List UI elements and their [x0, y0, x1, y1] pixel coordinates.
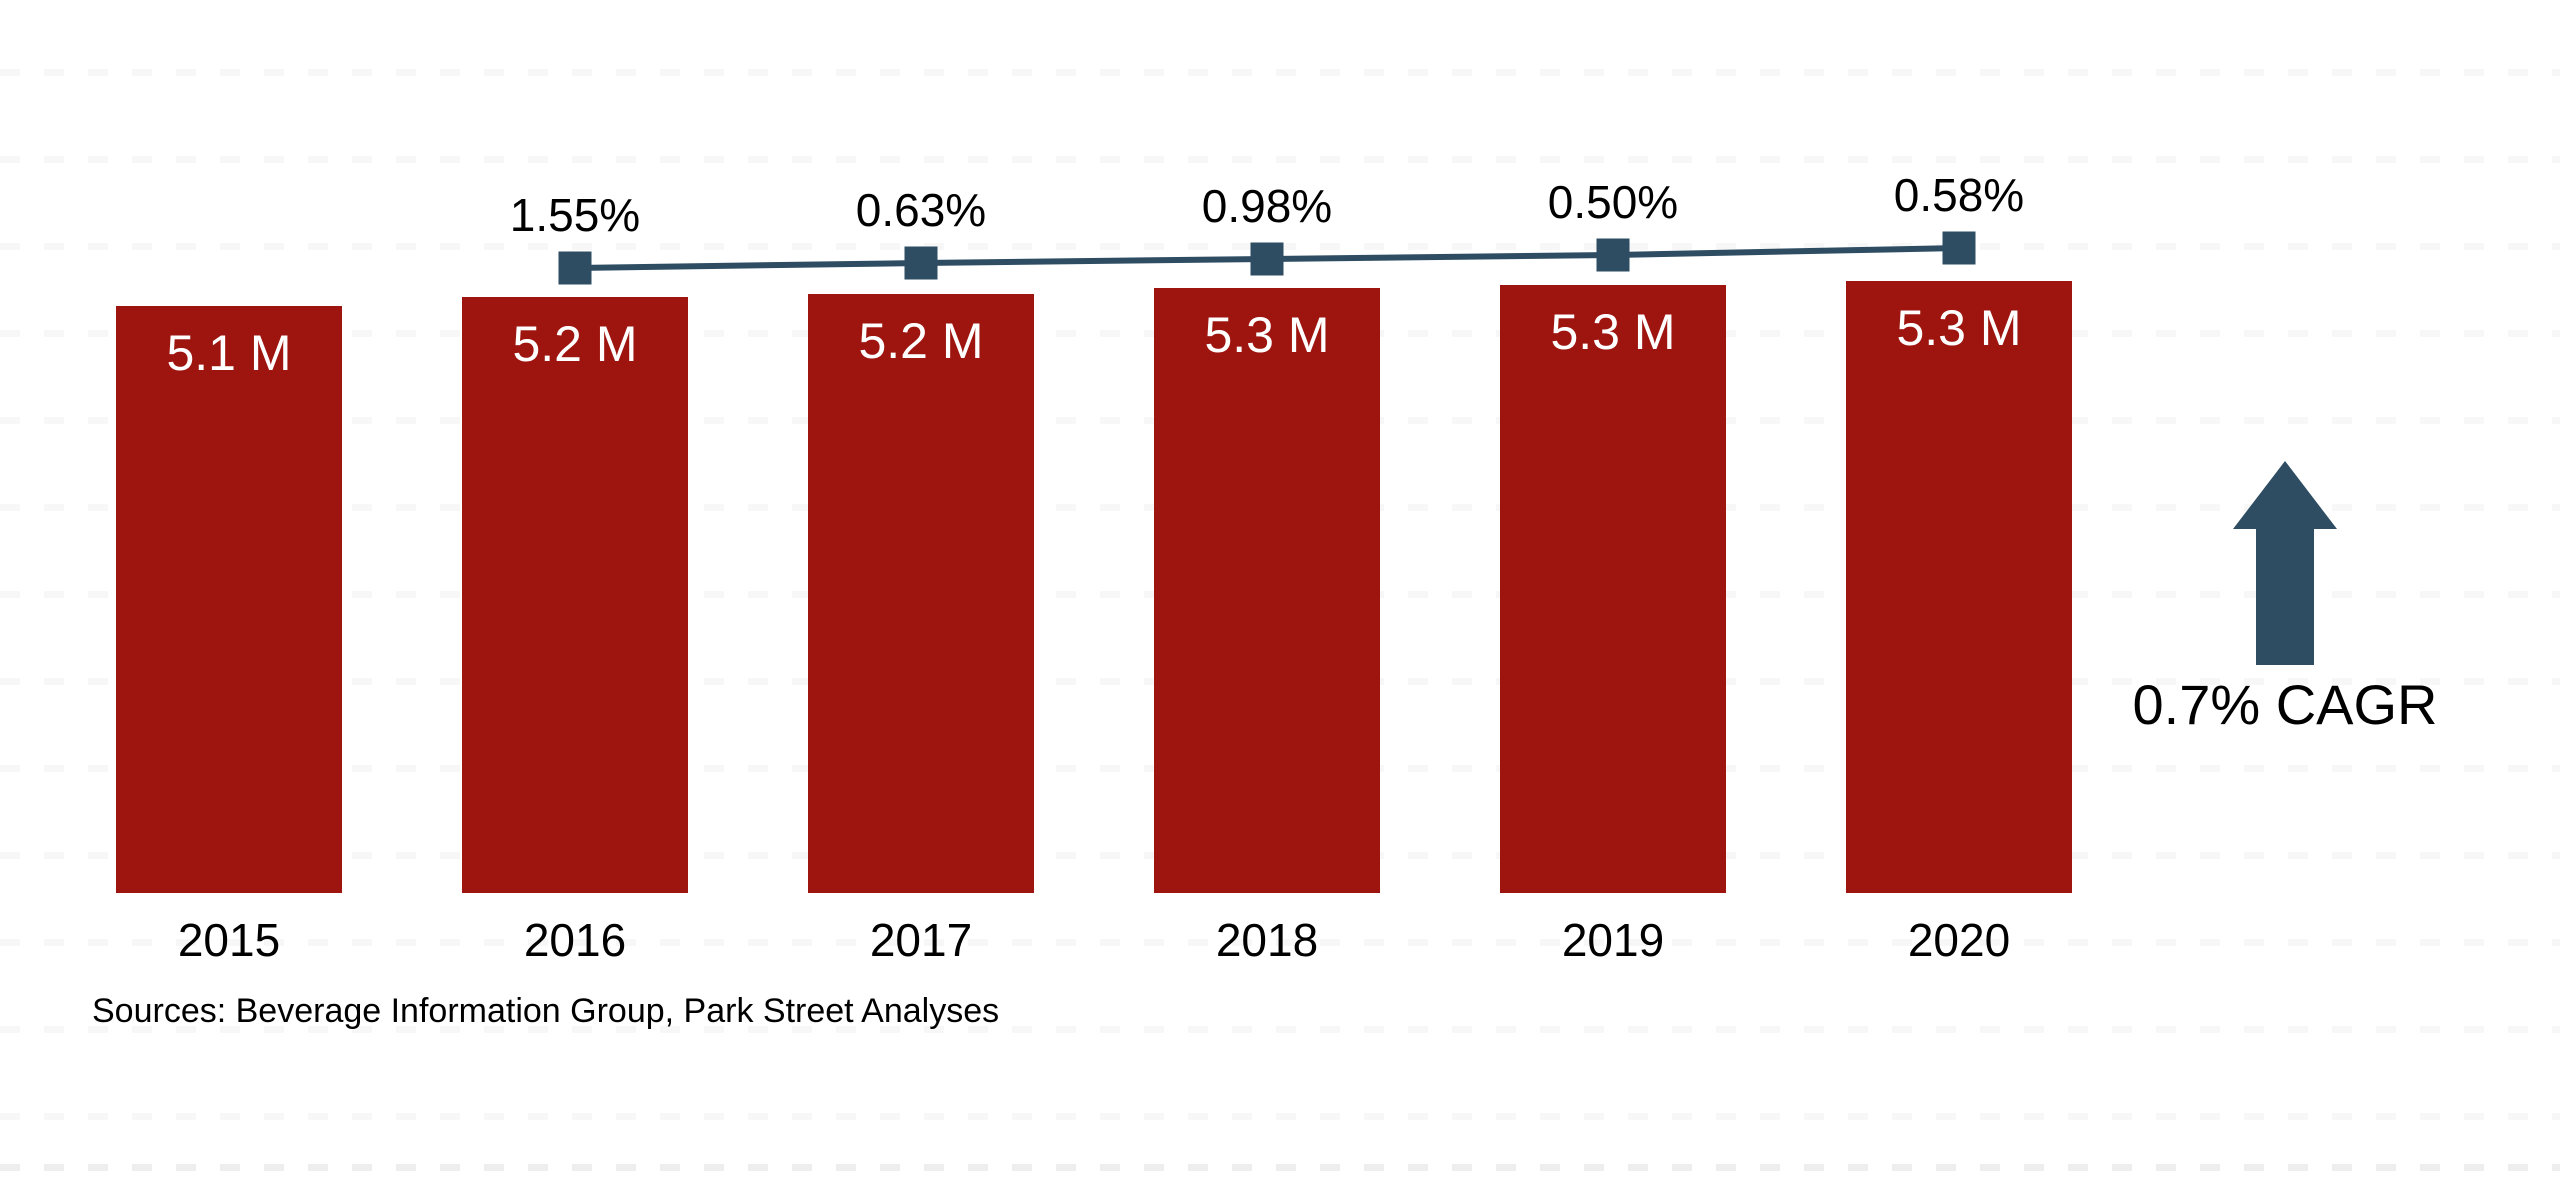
bar-2015: 5.1 M [116, 306, 342, 893]
growth-marker-2016 [558, 251, 592, 285]
year-label-2018: 2018 [1215, 914, 1319, 966]
year-label-2015: 2015 [177, 914, 281, 966]
growth-marker-2017 [904, 246, 938, 280]
growth-value-label-2016: 1.55% [509, 189, 641, 241]
bar-2018: 5.3 M [1154, 288, 1380, 893]
bar-value-label: 5.3 M [1896, 300, 2022, 356]
bar-value-label: 5.3 M [1550, 304, 1676, 360]
growth-marker-2019 [1596, 238, 1630, 272]
bar-value-label: 5.1 M [166, 325, 292, 381]
bar-value-label: 5.2 M [858, 313, 984, 369]
year-label-2017: 2017 [869, 914, 973, 966]
year-label-2019: 2019 [1561, 914, 1665, 966]
bar-value-label: 5.3 M [1204, 307, 1330, 363]
growth-value-label-2017: 0.63% [855, 184, 987, 236]
growth-value-label-2020: 0.58% [1893, 169, 2025, 221]
growth-value-label-2018: 0.98% [1201, 180, 1333, 232]
cagr-label: 0.7% CAGR [2132, 673, 2438, 736]
year-label-2016: 2016 [523, 914, 627, 966]
bar-value-label: 5.2 M [512, 316, 638, 372]
bar-2019: 5.3 M [1500, 285, 1726, 893]
growth-marker-2020 [1942, 231, 1976, 265]
bar-2017: 5.2 M [808, 294, 1034, 893]
growth-marker-2018 [1250, 242, 1284, 276]
bar-2016: 5.2 M [462, 297, 688, 893]
year-label-2020: 2020 [1907, 914, 2011, 966]
cagr-up-arrow-icon [2229, 459, 2341, 667]
growth-value-label-2019: 0.50% [1547, 176, 1679, 228]
source-note: Sources: Beverage Information Group, Par… [92, 992, 1000, 1030]
bar-2020: 5.3 M [1846, 281, 2072, 893]
